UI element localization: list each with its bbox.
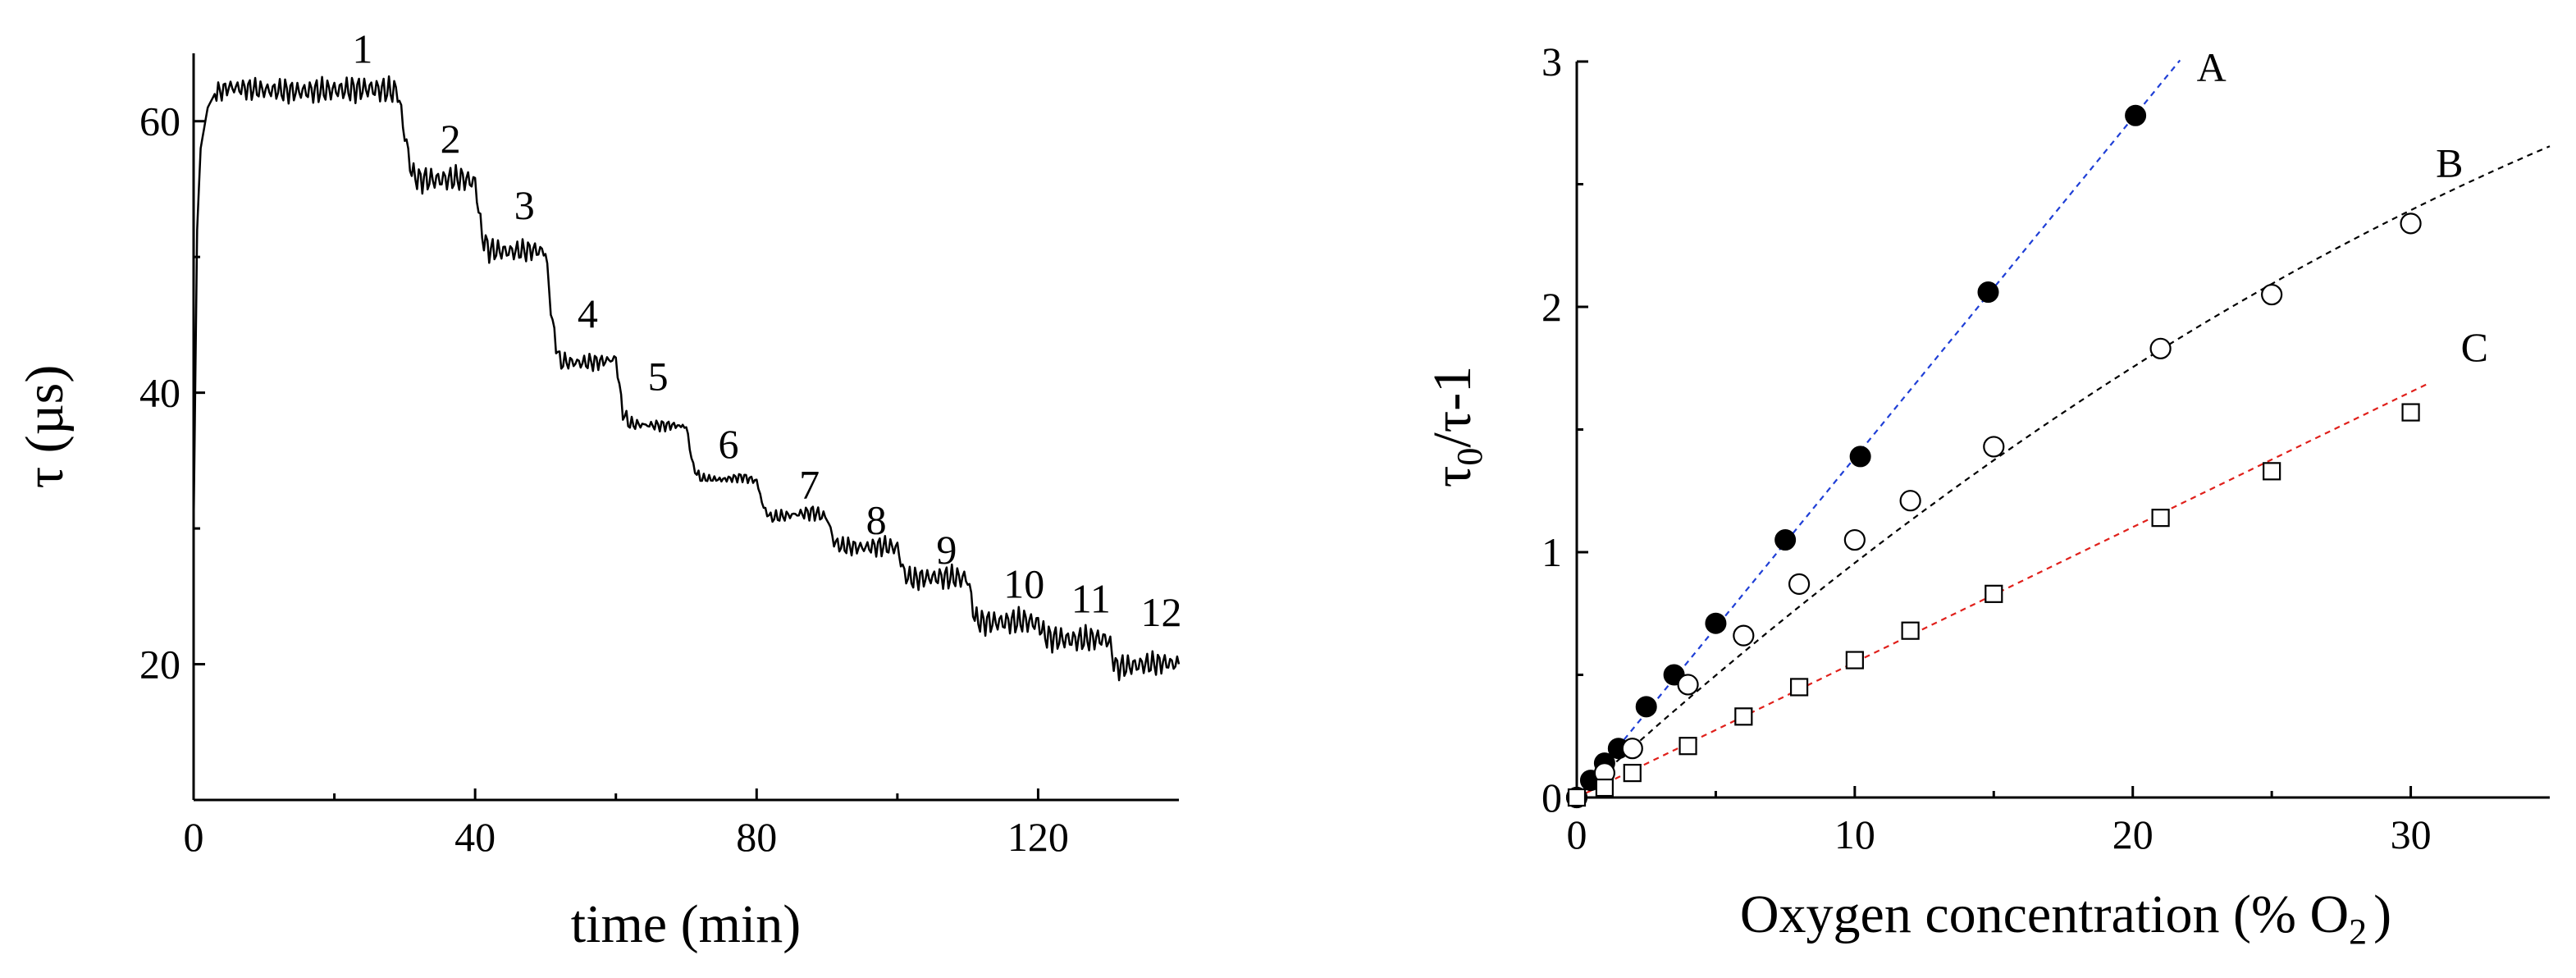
curve-label-C: C xyxy=(2461,324,2488,370)
point-C xyxy=(2153,510,2169,526)
point-A xyxy=(1637,697,1656,716)
chart2-x-tick-label: 0 xyxy=(1567,811,1587,857)
point-B xyxy=(1984,436,2003,456)
point-B xyxy=(1679,674,1698,694)
step-label-12: 12 xyxy=(1141,589,1182,635)
chart1-x-tick-label: 0 xyxy=(184,814,204,860)
step-label-1: 1 xyxy=(352,26,372,72)
fit-line-A xyxy=(1577,60,2180,797)
point-A xyxy=(1775,530,1795,550)
step-label-5: 5 xyxy=(648,353,669,399)
point-C xyxy=(1791,679,1807,695)
curve-label-A: A xyxy=(2197,44,2227,90)
chart1-x-tick-label: 120 xyxy=(1007,814,1069,860)
point-C xyxy=(1569,789,1585,806)
point-B xyxy=(1845,530,1865,550)
chart1-y-tick-label: 20 xyxy=(139,642,180,688)
chart2-x-title-subscript: 2 xyxy=(2349,912,2367,952)
step-label-11: 11 xyxy=(1071,576,1111,622)
chart2-x-title-suffix: ) xyxy=(2373,884,2391,944)
chart2-y-tick-label: 3 xyxy=(1541,39,1562,85)
step-label-9: 9 xyxy=(936,527,957,573)
chart1-ticks: 0 40 80 120 20 40 60 xyxy=(139,98,1069,860)
point-B xyxy=(2262,285,2281,304)
step-label-8: 8 xyxy=(866,497,887,543)
chart2-data-points xyxy=(1567,106,2421,807)
point-C xyxy=(1847,652,1863,669)
step-label-10: 10 xyxy=(1003,560,1044,606)
chart2-fit-lines xyxy=(1577,60,2550,797)
chart2-y-title-main: τ xyxy=(1423,466,1482,488)
point-B xyxy=(1901,491,1921,510)
point-B xyxy=(2401,213,2421,233)
point-A xyxy=(2126,106,2145,126)
chart2-y-tick-label: 1 xyxy=(1541,529,1562,575)
step-label-6: 6 xyxy=(718,421,738,467)
chart1-y-tick-label: 40 xyxy=(139,370,180,416)
chart1-y-axis-title: τ (µs) xyxy=(15,365,75,489)
chart1-x-tick-label: 80 xyxy=(736,814,777,860)
point-C xyxy=(1985,586,2002,602)
chart1-x-tick-label: 40 xyxy=(454,814,496,860)
point-C xyxy=(1902,623,1919,639)
chart2-x-tick-label: 10 xyxy=(1834,811,1875,857)
point-A xyxy=(1706,614,1725,633)
step-label-4: 4 xyxy=(578,290,598,336)
chart1-x-axis-title: time (min) xyxy=(571,894,801,954)
chart2-y-tick-label: 0 xyxy=(1541,775,1562,820)
point-C xyxy=(1680,738,1697,754)
chart2-x-tick-label: 20 xyxy=(2112,811,2154,857)
point-C xyxy=(1735,708,1752,724)
step-label-2: 2 xyxy=(441,116,461,162)
chart2-y-title-suffix: /τ-1 xyxy=(1423,366,1482,448)
point-C xyxy=(2403,404,2419,421)
point-C xyxy=(1624,765,1641,781)
chart2-y-title-subscript: 0 xyxy=(1450,448,1490,466)
fit-line-B xyxy=(1577,146,2550,797)
chart2-curve-labels: A B C xyxy=(2197,44,2488,370)
chart2-y-tick-label: 2 xyxy=(1541,284,1562,330)
point-C xyxy=(1596,779,1613,796)
step-label-3: 3 xyxy=(514,182,535,228)
curve-label-B: B xyxy=(2436,140,2463,186)
chart2-y-axis-title: τ0/τ-1 xyxy=(1423,366,1490,487)
chart2-x-tick-label: 30 xyxy=(2391,811,2432,857)
point-A xyxy=(1851,446,1870,466)
chart2-x-axis-title: Oxygen concentration (% O2) xyxy=(1740,884,2391,952)
point-B xyxy=(1789,574,1809,594)
point-B xyxy=(1623,738,1642,758)
chart1-y-tick-label: 60 xyxy=(139,98,180,144)
chart2-x-title-main: Oxygen concentration (% O xyxy=(1740,884,2349,944)
point-B xyxy=(2151,339,2171,359)
point-C xyxy=(2263,463,2280,479)
step-label-7: 7 xyxy=(799,462,820,508)
point-B xyxy=(1733,626,1753,646)
point-A xyxy=(1979,282,1998,302)
